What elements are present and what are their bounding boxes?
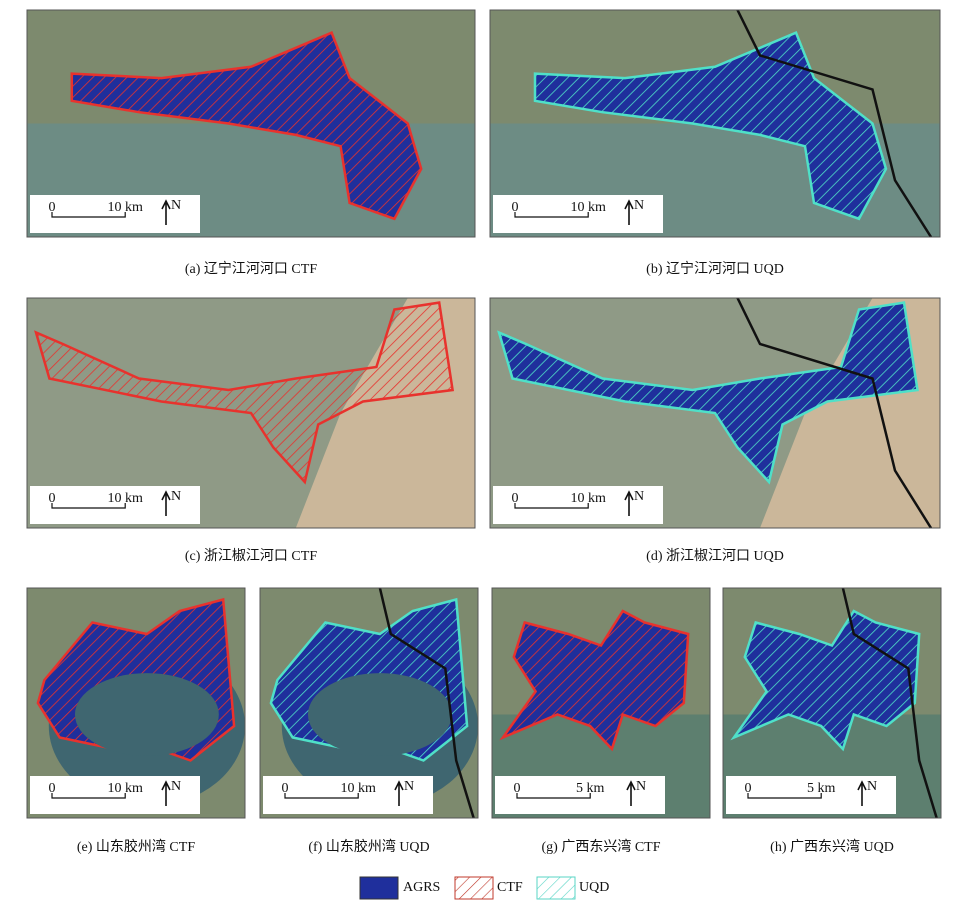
ctf-area bbox=[70, 31, 423, 221]
panel-caption: (c) 浙江椒江河口 CTF bbox=[185, 548, 317, 564]
scale-box bbox=[263, 776, 433, 814]
boundary-line bbox=[378, 588, 475, 818]
map-content: 0 10 km N bbox=[27, 588, 245, 818]
scale-bar bbox=[51, 212, 126, 218]
scale-start: 0 bbox=[512, 200, 519, 215]
north-arrow bbox=[624, 199, 634, 225]
uqd-area bbox=[497, 301, 919, 485]
map-content: 0 10 km N bbox=[27, 10, 475, 237]
scale-box bbox=[495, 776, 665, 814]
legend-label: UQD bbox=[579, 880, 609, 895]
scale-box bbox=[30, 776, 200, 814]
boundary-line bbox=[736, 10, 933, 237]
panel-caption: (d) 浙江椒江河口 UQD bbox=[646, 548, 784, 564]
scale-start: 0 bbox=[282, 781, 289, 796]
scale-box bbox=[30, 195, 200, 233]
panel-border bbox=[26, 9, 476, 238]
scale-box bbox=[30, 486, 200, 524]
scale-end: 10 km bbox=[571, 200, 607, 215]
ctf-area bbox=[34, 301, 455, 485]
scale-box bbox=[493, 486, 663, 524]
map-panel: 0 10 km N bbox=[489, 297, 941, 529]
scale-bar bbox=[284, 793, 359, 799]
scale-start: 0 bbox=[49, 491, 56, 506]
north-label: N bbox=[636, 779, 646, 794]
map-content: 0 5 km N bbox=[492, 588, 710, 818]
panel-caption: (a) 辽宁江河河口 CTF bbox=[185, 260, 317, 277]
panel-caption: (f) 山东胶州湾 UQD bbox=[308, 838, 429, 855]
panel-border bbox=[26, 587, 246, 819]
panel-border bbox=[26, 297, 476, 529]
map-panel: 0 10 km N bbox=[26, 9, 476, 238]
panel-border bbox=[491, 587, 711, 819]
inner-sea bbox=[307, 673, 452, 756]
north-label: N bbox=[171, 198, 181, 213]
scale-start: 0 bbox=[49, 200, 56, 215]
scale-bar bbox=[514, 503, 589, 509]
panel-border bbox=[259, 587, 479, 819]
panel-border bbox=[722, 587, 942, 819]
boundary-line bbox=[841, 588, 938, 818]
legend-label: AGRS bbox=[403, 880, 440, 895]
north-arrow bbox=[626, 780, 636, 806]
north-label: N bbox=[171, 779, 181, 794]
legend-swatch bbox=[536, 876, 576, 900]
map-panel: 0 5 km N bbox=[722, 587, 942, 819]
scale-box bbox=[726, 776, 896, 814]
map-panel: 0 5 km N bbox=[491, 587, 711, 819]
legend: AGRS CTF UQD bbox=[359, 876, 609, 900]
panel-caption: (e) 山东胶州湾 CTF bbox=[77, 838, 195, 855]
boundary-line bbox=[736, 298, 933, 528]
north-label: N bbox=[404, 779, 414, 794]
north-arrow bbox=[624, 490, 634, 516]
scale-box bbox=[493, 195, 663, 233]
scale-bar bbox=[747, 793, 822, 799]
north-label: N bbox=[634, 198, 644, 213]
panel-caption: (b) 辽宁江河河口 UQD bbox=[646, 260, 784, 277]
north-arrow bbox=[161, 490, 171, 516]
panel-border bbox=[489, 297, 941, 529]
map-panel: 0 10 km N bbox=[259, 587, 479, 819]
scale-bar bbox=[51, 793, 126, 799]
map-panel: 0 10 km N bbox=[26, 587, 246, 819]
legend-label: CTF bbox=[497, 880, 523, 895]
panel-border bbox=[489, 9, 941, 238]
scale-bar bbox=[514, 212, 589, 218]
north-arrow bbox=[161, 199, 171, 225]
north-label: N bbox=[171, 489, 181, 504]
scale-start: 0 bbox=[49, 781, 56, 796]
scale-start: 0 bbox=[745, 781, 752, 796]
map-content: 0 10 km N bbox=[490, 10, 940, 237]
north-arrow bbox=[394, 780, 404, 806]
north-arrow bbox=[857, 780, 867, 806]
north-label: N bbox=[634, 489, 644, 504]
legend-swatch bbox=[454, 876, 494, 900]
scale-end: 10 km bbox=[108, 491, 144, 506]
legend-swatch bbox=[359, 876, 399, 900]
scale-end: 10 km bbox=[341, 781, 377, 796]
map-content: 0 10 km N bbox=[27, 298, 475, 528]
map-panel: 0 10 km N bbox=[26, 297, 476, 529]
scale-bar bbox=[516, 793, 591, 799]
scale-end: 5 km bbox=[576, 781, 605, 796]
north-arrow bbox=[161, 780, 171, 806]
map-panel: 0 10 km N bbox=[489, 9, 941, 238]
map-content: 0 10 km N bbox=[490, 298, 940, 528]
scale-start: 0 bbox=[512, 491, 519, 506]
north-label: N bbox=[867, 779, 877, 794]
scale-start: 0 bbox=[514, 781, 521, 796]
scale-end: 10 km bbox=[571, 491, 607, 506]
map-content: 0 5 km N bbox=[723, 588, 941, 818]
panel-caption: (g) 广西东兴湾 CTF bbox=[542, 838, 661, 855]
uqd-area bbox=[533, 31, 888, 221]
ctf-area bbox=[499, 609, 690, 752]
inner-sea bbox=[74, 673, 219, 756]
scale-end: 5 km bbox=[807, 781, 836, 796]
map-content: 0 10 km N bbox=[260, 588, 478, 818]
scale-end: 10 km bbox=[108, 781, 144, 796]
scale-end: 10 km bbox=[108, 200, 144, 215]
scale-bar bbox=[51, 503, 126, 509]
panel-caption: (h) 广西东兴湾 UQD bbox=[770, 838, 894, 855]
